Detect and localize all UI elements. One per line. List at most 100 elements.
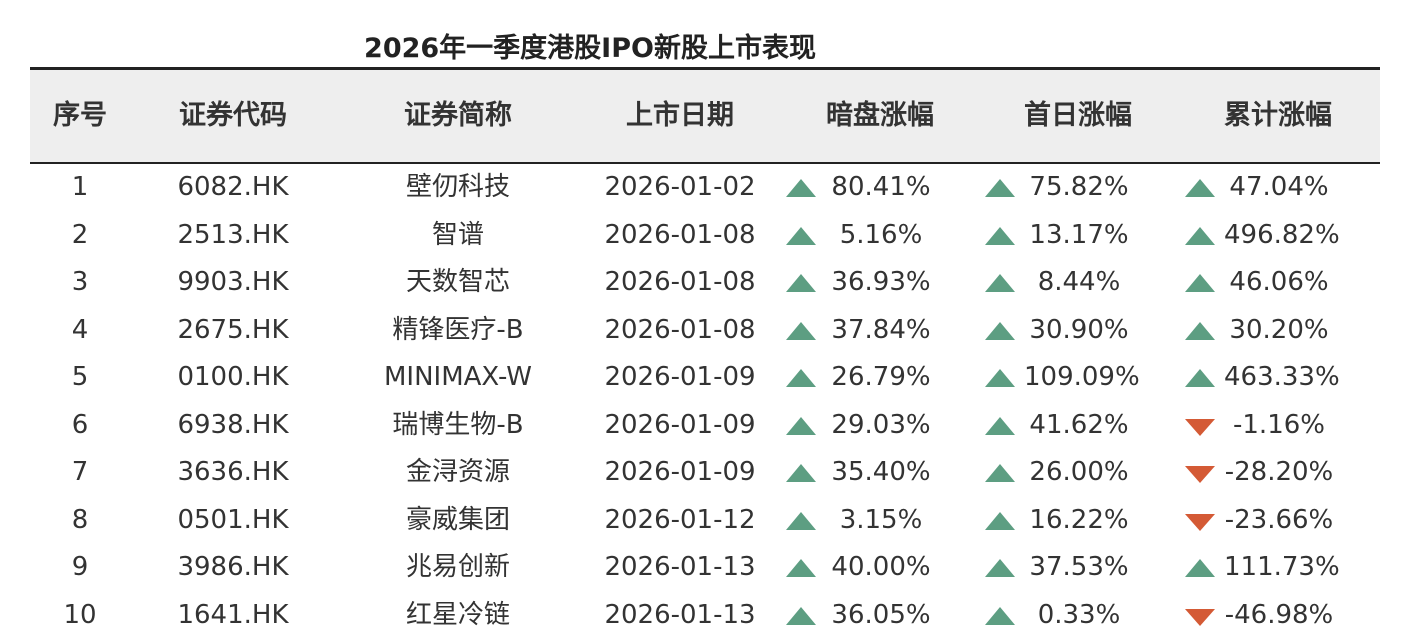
table-row: 6 6938.HK 瑞博生物-B 2026-01-09 29.03% 41.62% -1.1…	[30, 402, 1380, 450]
table-row: 10 1641.HK 红星冷链 2026-01-13 36.05% 0.33% -46.98…	[30, 592, 1380, 640]
triangle-up-icon	[1185, 369, 1215, 387]
triangle-up-icon	[985, 274, 1015, 292]
cell-code: 1641.HK	[177, 599, 289, 630]
table-header: 序号 证券代码 证券简称 上市日期 暗盘涨幅 首日涨幅 累计涨幅	[30, 67, 1380, 164]
cell-name: 壁仞科技	[405, 172, 510, 202]
cell-dark-pool-change: 29.03%	[831, 409, 931, 440]
cell-first-day-change: 41.62%	[1029, 409, 1129, 440]
cell-index: 4	[71, 314, 89, 345]
cell-date: 2026-01-13	[604, 599, 756, 630]
cell-index: 1	[71, 172, 89, 202]
triangle-up-icon	[985, 606, 1015, 625]
triangle-up-icon	[786, 511, 816, 530]
cell-date: 2026-01-09	[604, 457, 756, 487]
header-code: 证券代码	[179, 100, 287, 131]
cell-first-day-change: 75.82%	[1029, 172, 1129, 202]
cell-cumulative-change: 111.73%	[1224, 552, 1340, 582]
triangle-down-icon	[1185, 513, 1215, 531]
cell-date: 2026-01-09	[604, 409, 756, 440]
cell-name: 红星冷链	[405, 599, 510, 630]
triangle-down-icon	[1185, 608, 1215, 626]
triangle-up-icon	[985, 321, 1015, 340]
triangle-up-icon	[786, 369, 816, 387]
cell-code: 3636.HK	[177, 457, 289, 487]
cell-code: 0100.HK	[177, 362, 289, 392]
table-row: 1 6082.HK 壁仞科技 2026-01-02 80.41% 75.82% 47.04%	[30, 164, 1380, 212]
triangle-up-icon	[786, 226, 816, 245]
cell-index: 5	[71, 362, 89, 392]
cell-dark-pool-change: 37.84%	[831, 314, 931, 345]
cell-first-day-change: 109.09%	[1024, 362, 1140, 392]
cell-dark-pool-change: 80.41%	[831, 172, 931, 202]
cell-name: 豪威集团	[405, 504, 510, 535]
cell-name: 金浔资源	[405, 457, 510, 487]
cell-code: 0501.HK	[177, 504, 289, 535]
cell-dark-pool-change: 40.00%	[831, 552, 931, 582]
ipo-table: 序号 证券代码 证券简称 上市日期 暗盘涨幅 首日涨幅 累计涨幅 1 6082.H…	[30, 67, 1380, 639]
table-body: 1 6082.HK 壁仞科技 2026-01-02 80.41% 75.82% 47.04%…	[30, 164, 1380, 639]
cell-date: 2026-01-08	[604, 267, 756, 297]
cell-code: 2513.HK	[177, 219, 289, 250]
cell-first-day-change: 8.44%	[1037, 267, 1121, 297]
cell-date: 2026-01-13	[604, 552, 756, 582]
cell-index: 9	[71, 552, 89, 582]
cell-dark-pool-change: 36.93%	[831, 267, 931, 297]
triangle-down-icon	[1185, 418, 1215, 436]
cell-index: 7	[71, 457, 89, 487]
cell-code: 6938.HK	[177, 409, 289, 440]
cell-dark-pool-change: 3.15%	[839, 504, 923, 535]
triangle-down-icon	[1185, 466, 1215, 483]
cell-code: 9903.HK	[177, 267, 289, 297]
cell-date: 2026-01-08	[604, 219, 756, 250]
triangle-up-icon	[786, 179, 816, 197]
cell-dark-pool-change: 5.16%	[839, 219, 923, 250]
cell-date: 2026-01-09	[604, 362, 756, 392]
cell-code: 3986.HK	[177, 552, 289, 582]
header-name: 证券简称	[404, 100, 512, 131]
header-index: 序号	[53, 100, 107, 131]
header-date: 上市日期	[626, 100, 734, 131]
cell-name: 兆易创新	[405, 552, 510, 582]
cell-first-day-change: 37.53%	[1029, 552, 1129, 582]
cell-name: 天数智芯	[405, 267, 510, 297]
cell-cumulative-change: -1.16%	[1233, 409, 1325, 440]
cell-index: 6	[71, 409, 89, 440]
triangle-up-icon	[985, 226, 1015, 245]
triangle-up-icon	[786, 464, 816, 482]
triangle-up-icon	[1185, 274, 1215, 292]
cell-name: MINIMAX-W	[384, 362, 532, 392]
triangle-up-icon	[1185, 226, 1215, 245]
cell-date: 2026-01-12	[604, 504, 756, 535]
table-row: 3 9903.HK 天数智芯 2026-01-08 36.93% 8.44% 46.06%	[30, 259, 1380, 307]
cell-index: 10	[63, 599, 97, 630]
cell-dark-pool-change: 26.79%	[831, 362, 931, 392]
cell-first-day-change: 0.33%	[1037, 599, 1121, 630]
cell-code: 2675.HK	[177, 314, 289, 345]
triangle-up-icon	[786, 559, 816, 577]
triangle-up-icon	[786, 606, 816, 625]
triangle-up-icon	[786, 274, 816, 292]
header-first-day-change: 首日涨幅	[1024, 100, 1132, 131]
cell-first-day-change: 13.17%	[1029, 219, 1129, 250]
triangle-up-icon	[985, 464, 1015, 482]
cell-dark-pool-change: 35.40%	[831, 457, 931, 487]
cell-index: 2	[71, 219, 89, 250]
cell-first-day-change: 16.22%	[1029, 504, 1129, 535]
triangle-up-icon	[985, 416, 1015, 435]
triangle-up-icon	[985, 179, 1015, 197]
cell-date: 2026-01-08	[604, 314, 756, 345]
cell-code: 6082.HK	[177, 172, 289, 202]
table-title: 2026年一季度港股IPO新股上市表现	[364, 33, 816, 64]
header-cumulative-change: 累计涨幅	[1224, 100, 1332, 131]
cell-index: 8	[71, 504, 89, 535]
cell-index: 3	[71, 267, 89, 297]
cell-cumulative-change: 30.20%	[1229, 314, 1329, 345]
cell-name: 智谱	[431, 219, 484, 250]
table-row: 8 0501.HK 豪威集团 2026-01-12 3.15% 16.22% -23.66%	[30, 497, 1380, 545]
cell-date: 2026-01-02	[604, 172, 756, 202]
cell-cumulative-change: 496.82%	[1224, 219, 1340, 250]
triangle-up-icon	[1185, 321, 1215, 340]
table-row: 7 3636.HK 金浔资源 2026-01-09 35.40% 26.00% -28.20…	[30, 449, 1380, 497]
cell-cumulative-change: 463.33%	[1224, 362, 1340, 392]
triangle-up-icon	[786, 416, 816, 435]
